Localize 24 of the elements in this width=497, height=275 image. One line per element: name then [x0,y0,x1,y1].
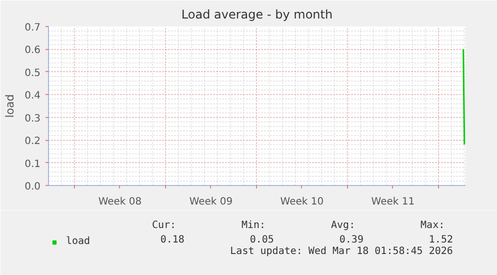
y-tick-label: 0.7 [24,22,41,34]
text: Last update: Wed Mar 18 01:58:45 2026 [230,246,453,257]
text: Min: [241,220,266,231]
x-tick-label: Week 08 [98,196,142,208]
chart-title: Load average - by month [181,8,333,22]
legend-label: load [66,236,90,247]
y-tick-label: 0.0 [24,182,41,192]
y-tick-label: 0.1 [24,158,41,170]
text: Cur: [152,220,176,231]
y-tick-label: 0.2 [24,136,41,148]
text: Max: [420,220,445,231]
text: 1.52 [428,234,454,246]
text: Avg: [331,220,356,231]
y-tick-label: 0.5 [24,68,41,79]
y-axis-title: load [4,94,17,118]
text: 0.18 [160,234,184,246]
y-tick-label: 0.6 [24,45,41,56]
y-tick-label: 0.3 [24,113,41,124]
x-tick-label: Week 10 [280,196,324,208]
text: 0.05 [250,234,274,246]
x-tick-label: Week 11 [371,196,415,208]
y-tick-label: 0.4 [24,90,41,102]
x-tick-label: Week 09 [189,196,233,208]
text: 0.39 [339,234,364,246]
